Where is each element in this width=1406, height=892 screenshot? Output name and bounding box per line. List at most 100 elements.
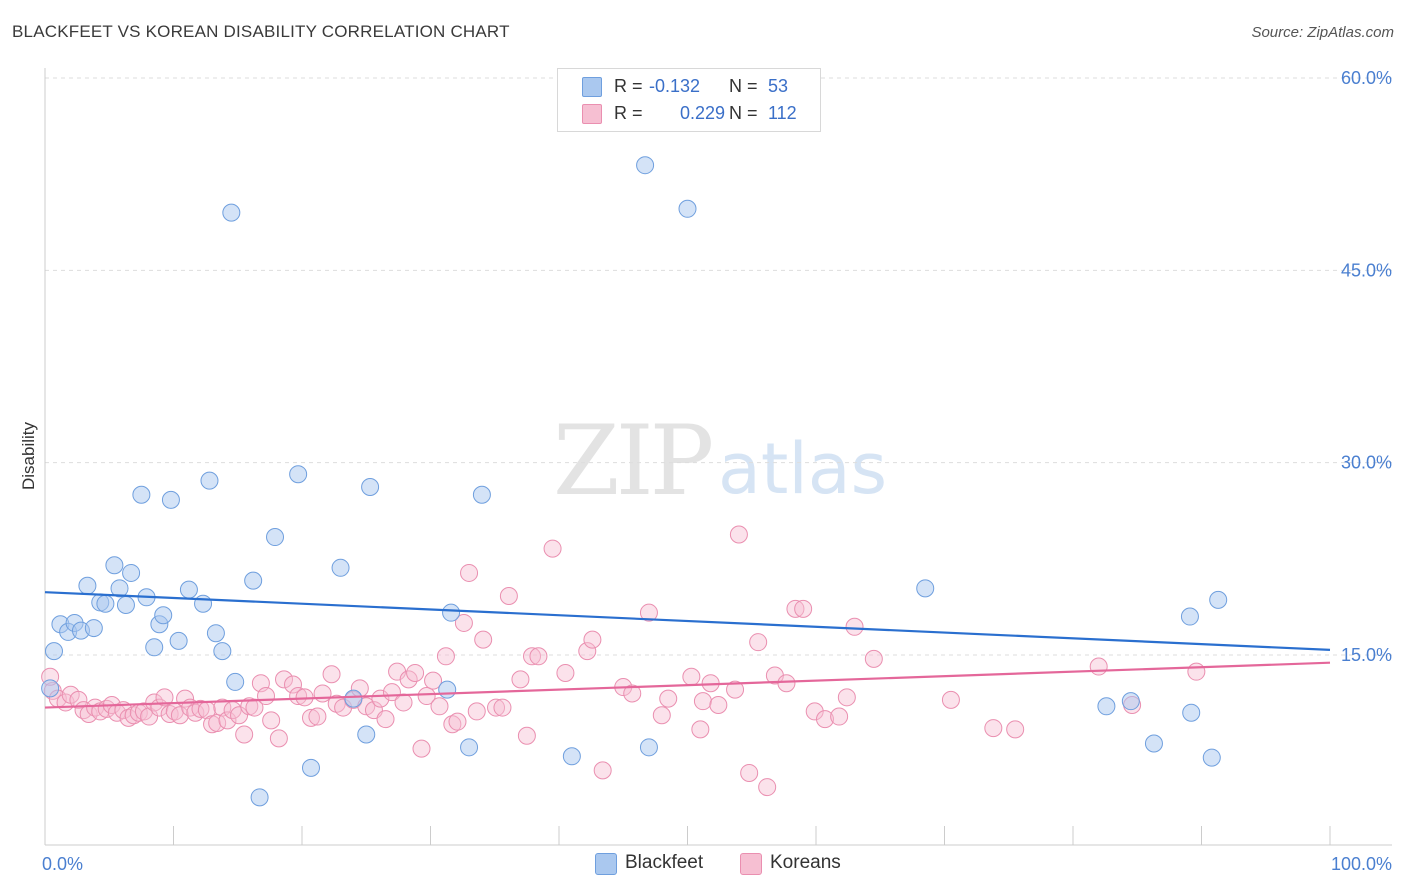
koreans-point: [659, 689, 678, 708]
blackfeet-point: [639, 738, 658, 757]
koreans-point: [845, 617, 864, 636]
koreans-point: [511, 670, 530, 689]
koreans-point: [448, 712, 467, 731]
blackfeet-point: [213, 642, 232, 661]
koreans-point: [443, 715, 462, 734]
koreans-point: [517, 726, 536, 745]
bottom-legend-label-koreans: Koreans: [770, 852, 841, 873]
koreans-point: [430, 697, 449, 716]
correlation-legend: R = -0.132 N = 53 R = 0.229 N = 112: [557, 68, 821, 132]
koreans-point: [230, 706, 249, 725]
blackfeet-trend-line: [44, 591, 1331, 651]
y-tick-label: 30.0%: [1341, 453, 1392, 473]
koreans-point: [417, 687, 436, 706]
blackfeet-point: [161, 490, 180, 509]
koreans-point: [394, 693, 413, 712]
blackfeet-point: [472, 485, 491, 504]
legend-swatch-blackfeet: [582, 77, 602, 97]
koreans-point: [69, 690, 88, 709]
legend-r-value-koreans: 0.229: [680, 103, 726, 123]
blackfeet-point: [154, 606, 173, 625]
blackfeet-point: [244, 571, 263, 590]
koreans-point: [376, 710, 395, 729]
legend-n-value-koreans: 112: [768, 103, 797, 123]
koreans-point: [578, 642, 597, 661]
blackfeet-point: [636, 156, 655, 175]
y-tick-label: 15.0%: [1341, 645, 1392, 665]
koreans-point: [523, 647, 542, 666]
y-axis-label: Disability: [19, 421, 38, 490]
source-label: Source: ZipAtlas.com: [1251, 24, 1394, 41]
koreans-point: [262, 711, 281, 730]
koreans-point: [864, 649, 883, 668]
koreans-point: [269, 729, 288, 748]
blackfeet-point: [226, 672, 245, 691]
koreans-point: [543, 539, 562, 558]
koreans-point: [406, 663, 425, 682]
koreans-point: [424, 671, 443, 690]
koreans-trend-line: [44, 661, 1331, 709]
blackfeet-point: [132, 485, 151, 504]
koreans-point: [726, 680, 745, 699]
koreans-point: [245, 698, 264, 717]
blackfeet-point: [206, 624, 225, 643]
blackfeet-point: [1121, 692, 1140, 711]
koreans-point: [709, 696, 728, 715]
watermark-atlas: atlas: [718, 428, 888, 510]
koreans-point: [639, 603, 658, 622]
blackfeet-point: [116, 595, 135, 614]
koreans-point: [399, 670, 418, 689]
blackfeet-point: [460, 738, 479, 757]
koreans-point: [758, 778, 777, 797]
koreans-point: [474, 630, 493, 649]
koreans-point: [170, 706, 189, 725]
koreans-point: [301, 708, 320, 727]
koreans-point: [729, 525, 748, 544]
y-tick-label: 60.0%: [1341, 68, 1392, 88]
x-tick-labels: 0.0% 100.0%: [42, 854, 1392, 874]
koreans-point: [487, 698, 506, 717]
koreans-point: [235, 725, 254, 744]
blackfeet-point: [78, 576, 97, 595]
x-tick-label: 100.0%: [1331, 854, 1392, 874]
blackfeet-point: [1097, 697, 1116, 716]
koreans-point: [308, 707, 327, 726]
koreans-point: [749, 633, 768, 652]
blackfeet-point: [169, 631, 188, 650]
koreans-point: [322, 665, 341, 684]
blackfeet-point: [344, 689, 363, 708]
blackfeet-point: [250, 788, 269, 807]
koreans-point: [837, 688, 856, 707]
koreans-point: [623, 684, 642, 703]
koreans-point: [371, 689, 390, 708]
koreans-point: [119, 708, 138, 727]
legend-r-value-blackfeet: -0.132: [649, 76, 701, 96]
blackfeet-point: [122, 563, 141, 582]
koreans-point: [140, 707, 159, 726]
blackfeet-point: [1180, 607, 1199, 626]
koreans-point: [984, 719, 1003, 738]
blackfeet-point: [145, 638, 164, 657]
koreans-point: [1006, 720, 1025, 739]
koreans-point: [124, 706, 143, 725]
legend-r-label: R =: [614, 103, 648, 123]
watermark-zip: ZIP: [553, 405, 714, 517]
blackfeet-point: [357, 725, 376, 744]
koreans-point: [740, 763, 759, 782]
koreans-points: [41, 525, 1206, 797]
blackfeet-point: [96, 594, 115, 613]
koreans-point: [529, 647, 548, 666]
koreans-point: [815, 710, 834, 729]
y-tick-labels: 15.0% 30.0% 45.0% 60.0%: [1341, 68, 1392, 665]
blackfeet-point: [1209, 590, 1228, 609]
legend-n-value-blackfeet: 53: [768, 76, 789, 96]
blackfeet-point: [289, 465, 308, 484]
blackfeet-point: [1202, 748, 1221, 767]
legend-n-label: N =: [729, 103, 763, 123]
blackfeet-point: [222, 203, 241, 222]
koreans-point: [499, 587, 518, 606]
blackfeet-point: [562, 747, 581, 766]
koreans-point: [257, 687, 276, 706]
blackfeet-point: [331, 558, 350, 577]
